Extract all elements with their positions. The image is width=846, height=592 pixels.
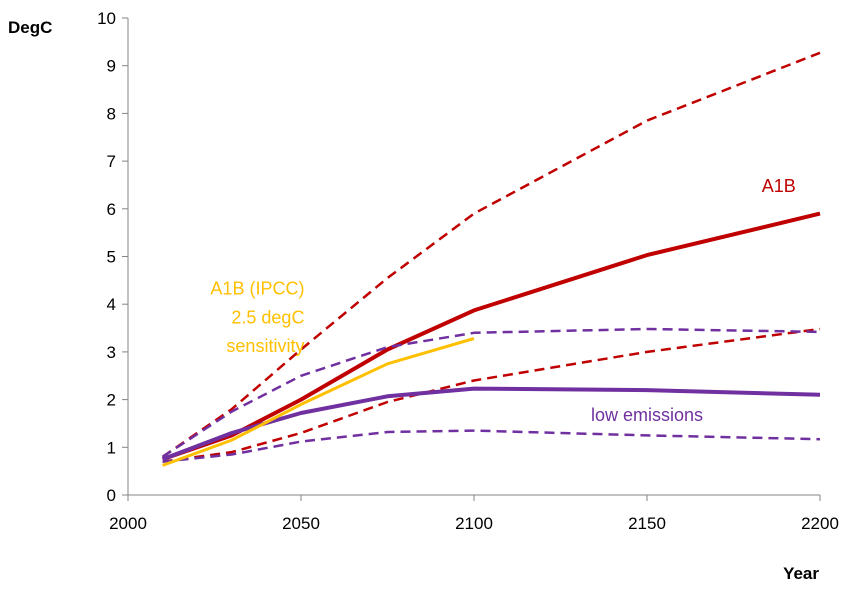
y-tick-label: 7: [107, 152, 116, 171]
y-tick-label: 4: [107, 295, 116, 314]
series-line-0: [161, 211, 821, 462]
annotation-label: A1B: [762, 176, 796, 196]
x-tick-label: 2000: [109, 514, 147, 533]
x-tick-label: 2050: [282, 514, 320, 533]
annotations: A1B A1B (IPCC) 2.5 degC sensitivity low emis…: [210, 176, 795, 425]
y-tick-label: 3: [107, 343, 116, 362]
y-tick-label: 6: [107, 200, 116, 219]
series-line-4: [161, 327, 821, 458]
y-tick-label: 2: [107, 391, 116, 410]
y-tick-label: 0: [107, 486, 116, 505]
y-tick-label: 5: [107, 248, 116, 267]
series-line-2: [162, 327, 821, 463]
annotation-label: low emissions: [591, 405, 703, 425]
annotation-label: A1B (IPCC): [210, 279, 304, 299]
series-line-3: [161, 386, 821, 462]
annotation-label: sensitivity: [226, 336, 304, 356]
series-line-1: [161, 51, 821, 458]
axes: 0 1 2 3 4 5 6 7 8 9 10 2000 2050 2100 2150 2200: [97, 9, 839, 533]
y-tick-label: 1: [107, 438, 116, 457]
x-tick-label: 2200: [801, 514, 839, 533]
y-tick-label: 10: [97, 9, 116, 28]
series-lines: [161, 51, 821, 467]
x-tick-label: 2150: [628, 514, 666, 533]
y-tick-label: 9: [107, 57, 116, 76]
x-tick-label: 2100: [455, 514, 493, 533]
y-tick-label: 8: [107, 104, 116, 123]
x-axis-title: Year: [783, 564, 819, 583]
annotation-label: 2.5 degC: [231, 307, 304, 327]
y-axis-title: DegC: [8, 18, 52, 37]
series-line-6: [162, 337, 475, 467]
series-line-5: [162, 429, 821, 463]
